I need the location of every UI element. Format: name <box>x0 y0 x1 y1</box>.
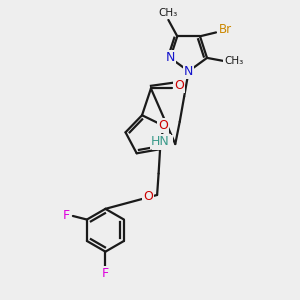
Text: F: F <box>102 266 109 280</box>
Text: HN: HN <box>151 135 170 148</box>
Text: O: O <box>158 119 168 132</box>
Text: Br: Br <box>218 23 232 36</box>
Text: N: N <box>166 51 175 64</box>
Text: N: N <box>184 65 193 78</box>
Text: F: F <box>62 209 70 223</box>
Text: O: O <box>143 190 153 203</box>
Text: CH₃: CH₃ <box>159 8 178 18</box>
Text: CH₃: CH₃ <box>224 56 243 66</box>
Text: O: O <box>174 79 184 92</box>
Text: HN: HN <box>153 136 172 149</box>
